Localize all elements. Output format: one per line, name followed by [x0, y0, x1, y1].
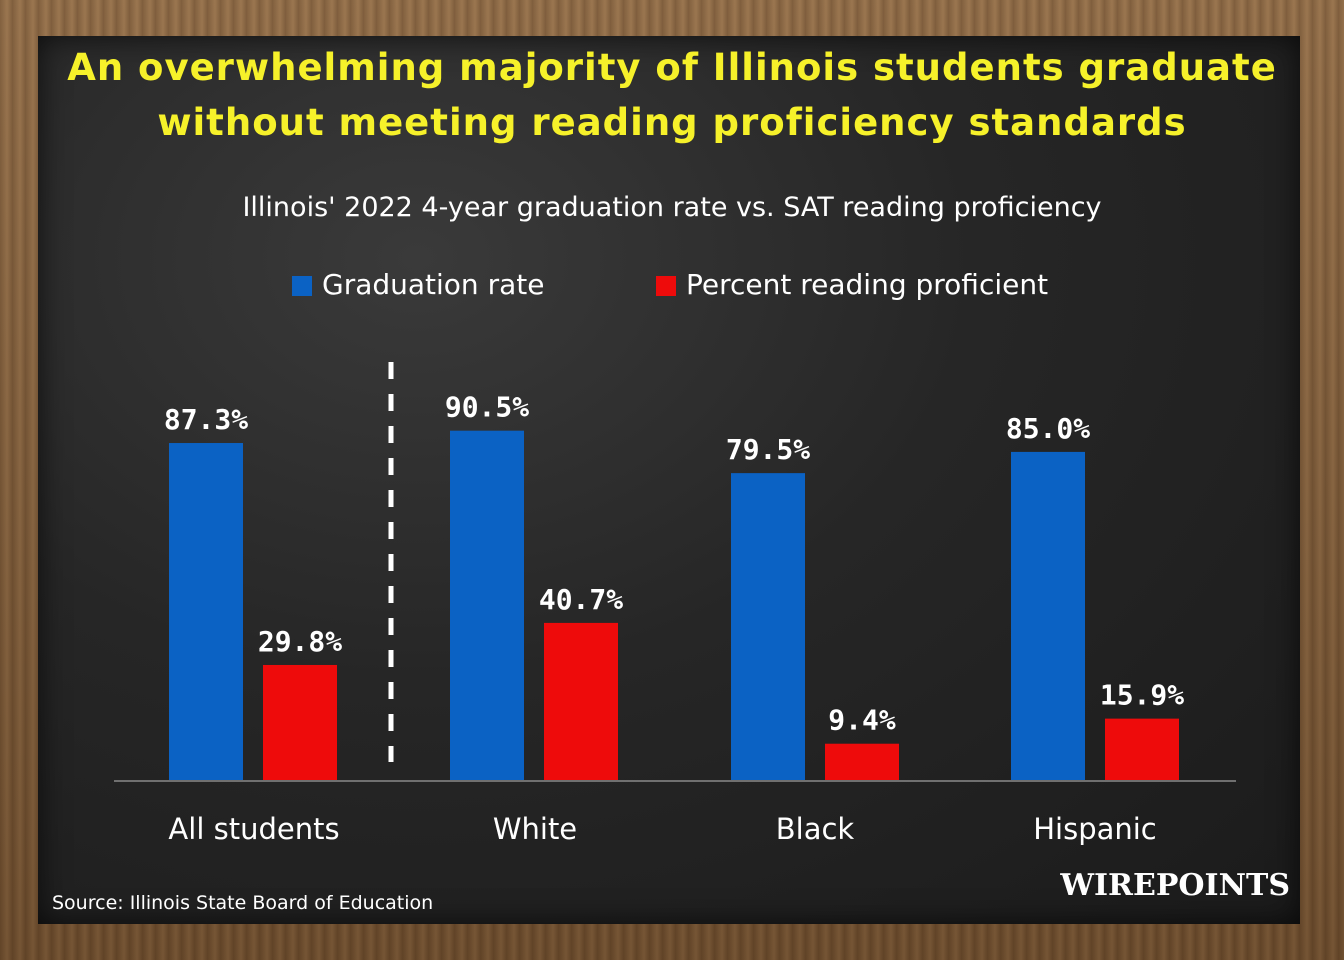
legend-item-reading-proficient: Percent reading proficient	[656, 268, 1116, 304]
bar-graduation-rate-3	[1011, 451, 1085, 780]
data-label-reading-proficient-0: 29.8%	[258, 625, 342, 658]
category-label-1: White	[493, 812, 577, 846]
chart-title: An overwhelming majority of Illinois stu…	[67, 46, 1277, 144]
bar-reading-proficient-2	[825, 743, 899, 780]
data-label-reading-proficient-2: 9.4%	[828, 704, 896, 737]
bar-graduation-rate-1	[450, 430, 524, 780]
data-label-reading-proficient-1: 40.7%	[539, 583, 623, 616]
bar-graduation-rate-2	[731, 473, 805, 780]
legend-label-graduation-rate: Graduation rate	[322, 268, 545, 301]
wirepoints-logo: WIREPOINTS	[1060, 868, 1290, 903]
data-label-reading-proficient-3: 15.9%	[1100, 679, 1184, 712]
data-label-graduation-rate-3: 85.0%	[1006, 412, 1090, 445]
chart-subtitle: Illinois' 2022 4-year graduation rate vs…	[242, 192, 1102, 223]
legend-swatch-blue	[292, 276, 312, 296]
legend-label-reading-proficient: Percent reading proficient	[686, 268, 1049, 301]
source-note: Source: Illinois State Board of Educatio…	[52, 892, 434, 914]
data-label-graduation-rate-2: 79.5%	[726, 433, 810, 466]
data-label-graduation-rate-0: 87.3%	[164, 403, 248, 436]
legend-swatch-red	[656, 276, 676, 296]
category-label-2: Black	[776, 812, 855, 846]
legend-item-graduation-rate: Graduation rate	[292, 268, 592, 304]
bar-reading-proficient-1	[544, 622, 618, 780]
bar-reading-proficient-0	[263, 664, 337, 780]
category-label-0: All students	[168, 812, 339, 846]
bar-reading-proficient-3	[1105, 718, 1179, 780]
chalkboard-background	[38, 36, 1300, 924]
bar-graduation-rate-0	[169, 443, 243, 780]
category-label-3: Hispanic	[1033, 812, 1157, 846]
data-label-graduation-rate-1: 90.5%	[445, 391, 529, 424]
